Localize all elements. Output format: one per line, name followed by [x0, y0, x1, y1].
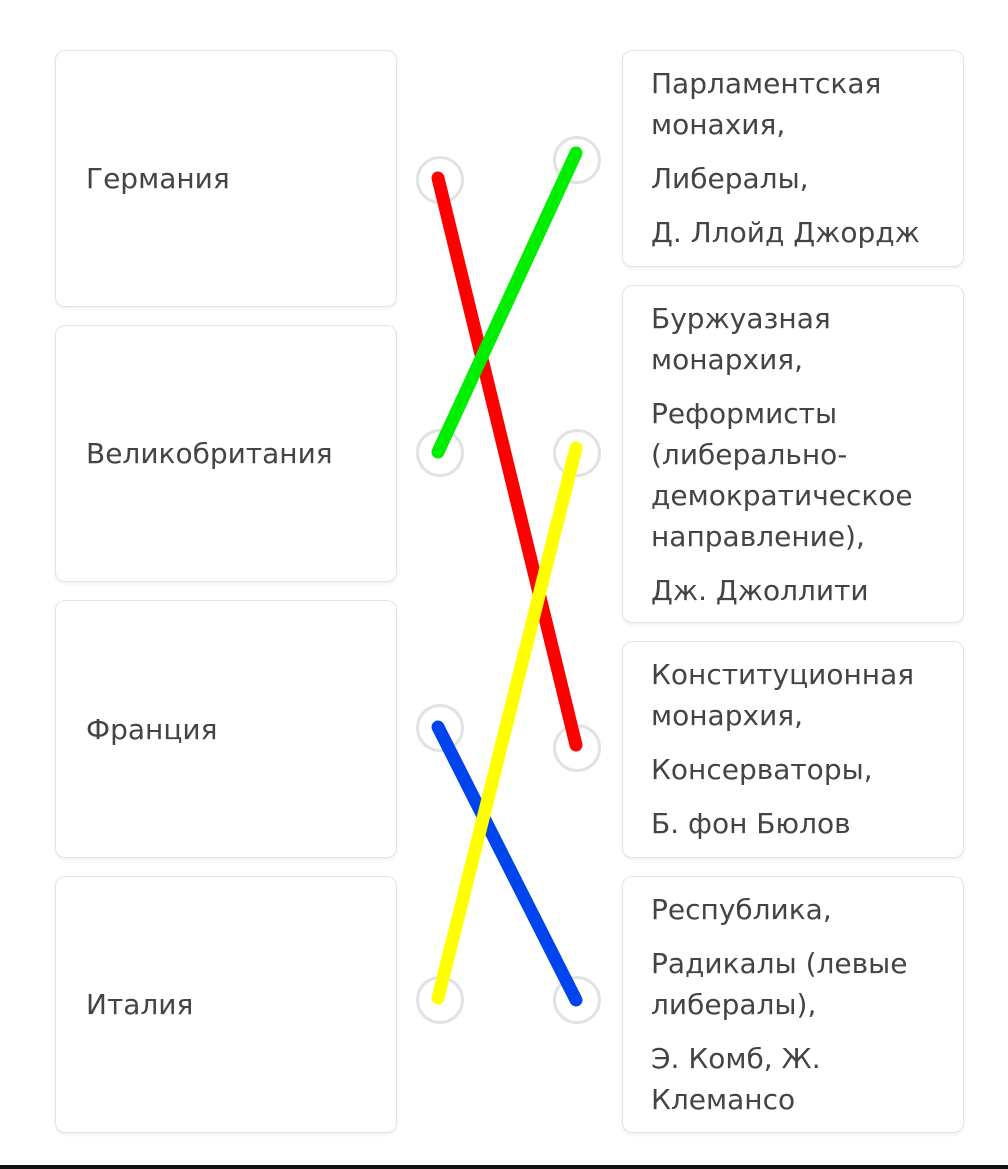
right-text: Б. фон Бюлов [651, 807, 851, 840]
left-connector-1[interactable] [416, 429, 464, 477]
left-connector-2[interactable] [416, 704, 464, 752]
right-text: Конституционная монархия, [651, 658, 915, 732]
connection-line-2[interactable] [431, 720, 583, 1007]
right-text: Либералы, [651, 162, 809, 195]
right-text: Парламентская монахия, [651, 67, 882, 141]
right-card-1[interactable]: Буржуазная монархия, Реформисты (либерал… [622, 285, 964, 623]
connection-line-3[interactable] [431, 441, 583, 1005]
left-card-2[interactable]: Франция [55, 600, 397, 858]
left-label: Германия [86, 162, 230, 195]
left-label: Италия [86, 988, 194, 1021]
bottom-bar [0, 1165, 1008, 1169]
left-card-0[interactable]: Германия [55, 50, 397, 307]
right-text: Республика, [651, 893, 832, 926]
right-text: Реформисты (либерально-демократическое н… [651, 397, 913, 553]
connection-line-0[interactable] [431, 171, 583, 752]
right-connector-3[interactable] [553, 976, 601, 1024]
right-connector-0[interactable] [553, 136, 601, 184]
left-label: Великобритания [86, 437, 333, 470]
left-card-1[interactable]: Великобритания [55, 325, 397, 582]
right-card-0[interactable]: Парламентская монахия, Либералы, Д. Ллой… [622, 50, 964, 267]
right-text: Консерваторы, [651, 753, 873, 786]
connection-line-1[interactable] [431, 146, 583, 459]
right-card-2[interactable]: Конституционная монархия, Консерваторы, … [622, 641, 964, 858]
right-card-3[interactable]: Республика, Радикалы (левые либералы), Э… [622, 876, 964, 1133]
right-text: Радикалы (левые либералы), [651, 947, 908, 1021]
right-text: Дж. Джоллити [651, 574, 869, 607]
right-text: Д. Ллойд Джордж [651, 216, 920, 249]
left-card-3[interactable]: Италия [55, 876, 397, 1133]
right-connector-1[interactable] [553, 429, 601, 477]
right-text: Буржуазная монархия, [651, 302, 831, 376]
left-label: Франция [86, 712, 218, 746]
right-text: Э. Комб, Ж. Клемансо [651, 1042, 821, 1116]
